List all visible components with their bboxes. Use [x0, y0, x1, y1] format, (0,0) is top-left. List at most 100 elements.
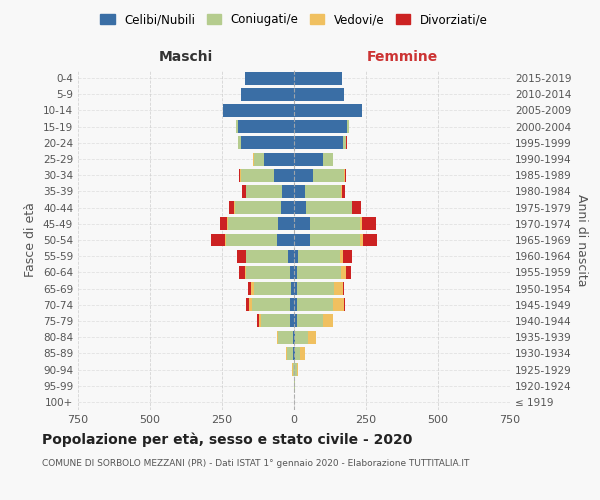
- Bar: [288, 250, 294, 262]
- Bar: [310, 234, 360, 246]
- Bar: [287, 347, 293, 360]
- Bar: [257, 314, 259, 328]
- Bar: [313, 169, 344, 181]
- Legend: Celibi/Nubili, Coniugati/e, Vedovi/e, Divorziati/e: Celibi/Nubili, Coniugati/e, Vedovi/e, Di…: [95, 8, 493, 31]
- Bar: [352, 201, 361, 214]
- Bar: [211, 234, 226, 246]
- Bar: [291, 282, 294, 295]
- Bar: [236, 120, 238, 133]
- Bar: [241, 88, 294, 101]
- Bar: [278, 330, 293, 344]
- Bar: [277, 330, 278, 344]
- Bar: [254, 282, 291, 295]
- Bar: [290, 298, 294, 311]
- Bar: [223, 104, 294, 117]
- Bar: [252, 298, 290, 311]
- Bar: [247, 266, 290, 279]
- Bar: [344, 169, 346, 181]
- Bar: [293, 363, 294, 376]
- Bar: [305, 185, 341, 198]
- Bar: [238, 120, 294, 133]
- Bar: [294, 234, 310, 246]
- Bar: [294, 314, 297, 328]
- Bar: [323, 314, 333, 328]
- Bar: [294, 218, 310, 230]
- Bar: [297, 314, 323, 328]
- Bar: [296, 363, 298, 376]
- Bar: [343, 136, 346, 149]
- Bar: [294, 298, 298, 311]
- Bar: [294, 72, 341, 85]
- Bar: [308, 330, 316, 344]
- Bar: [294, 88, 344, 101]
- Bar: [341, 266, 346, 279]
- Bar: [344, 298, 345, 311]
- Bar: [239, 169, 241, 181]
- Bar: [298, 298, 334, 311]
- Bar: [226, 234, 277, 246]
- Bar: [343, 282, 344, 295]
- Bar: [297, 282, 334, 295]
- Bar: [294, 282, 297, 295]
- Bar: [362, 234, 377, 246]
- Bar: [360, 234, 362, 246]
- Bar: [298, 266, 341, 279]
- Bar: [228, 218, 278, 230]
- Bar: [294, 152, 323, 166]
- Bar: [310, 218, 360, 230]
- Bar: [278, 218, 294, 230]
- Text: COMUNE DI SORBOLO MEZZANI (PR) - Dati ISTAT 1° gennaio 2020 - Elaborazione TUTTI: COMUNE DI SORBOLO MEZZANI (PR) - Dati IS…: [42, 458, 469, 468]
- Text: Maschi: Maschi: [159, 50, 213, 64]
- Bar: [227, 218, 228, 230]
- Bar: [261, 314, 290, 328]
- Bar: [264, 152, 294, 166]
- Bar: [242, 185, 246, 198]
- Bar: [298, 250, 340, 262]
- Bar: [235, 201, 281, 214]
- Bar: [294, 169, 313, 181]
- Bar: [277, 234, 294, 246]
- Bar: [294, 185, 305, 198]
- Bar: [247, 250, 288, 262]
- Bar: [220, 218, 227, 230]
- Bar: [293, 330, 294, 344]
- Bar: [251, 282, 254, 295]
- Bar: [305, 201, 352, 214]
- Bar: [347, 120, 349, 133]
- Bar: [294, 363, 296, 376]
- Bar: [294, 136, 343, 149]
- Bar: [294, 330, 295, 344]
- Bar: [294, 201, 305, 214]
- Bar: [294, 379, 295, 392]
- Bar: [301, 347, 305, 360]
- Bar: [237, 250, 245, 262]
- Bar: [241, 169, 274, 181]
- Y-axis label: Anni di nascita: Anni di nascita: [575, 194, 588, 286]
- Bar: [283, 185, 294, 198]
- Bar: [295, 347, 301, 360]
- Bar: [254, 152, 264, 166]
- Bar: [274, 169, 294, 181]
- Bar: [259, 314, 261, 328]
- Bar: [295, 330, 308, 344]
- Bar: [293, 347, 294, 360]
- Y-axis label: Fasce di età: Fasce di età: [25, 202, 37, 278]
- Text: Popolazione per età, sesso e stato civile - 2020: Popolazione per età, sesso e stato civil…: [42, 432, 412, 447]
- Bar: [343, 250, 352, 262]
- Bar: [340, 250, 343, 262]
- Bar: [245, 266, 247, 279]
- Bar: [245, 250, 247, 262]
- Bar: [241, 136, 294, 149]
- Text: Femmine: Femmine: [367, 50, 437, 64]
- Bar: [290, 266, 294, 279]
- Bar: [247, 298, 250, 311]
- Bar: [360, 218, 362, 230]
- Bar: [239, 266, 245, 279]
- Bar: [294, 104, 362, 117]
- Bar: [281, 201, 294, 214]
- Bar: [250, 298, 252, 311]
- Bar: [247, 185, 283, 198]
- Bar: [362, 218, 376, 230]
- Bar: [248, 282, 251, 295]
- Bar: [229, 201, 235, 214]
